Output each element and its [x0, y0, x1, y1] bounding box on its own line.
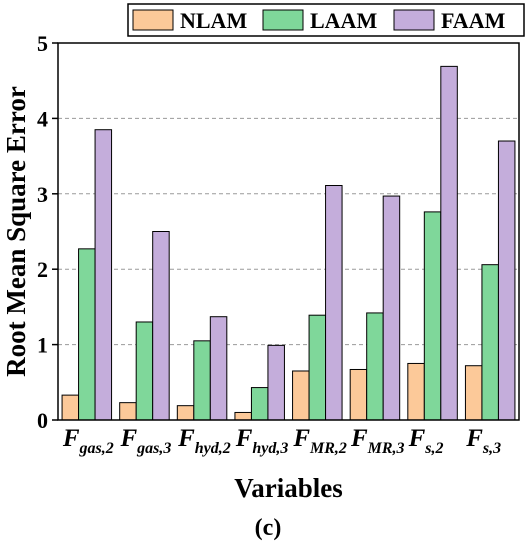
bar-laam-3: [250, 387, 269, 421]
y-ticks: 0 1 2 3 4 5: [37, 31, 58, 433]
bar-laam-1: [135, 321, 154, 421]
x-tick-label-7: Fs,3: [465, 425, 501, 457]
bar-nlam-0: [61, 394, 80, 421]
x-tick-label-0: Fgas,2: [62, 425, 114, 457]
bar-laam-4: [308, 314, 327, 421]
y-tick-label-2: 2: [37, 257, 48, 282]
legend-swatch-faam: [393, 9, 435, 31]
y-tick-label-5: 5: [37, 31, 48, 56]
plot-frame: [57, 42, 520, 421]
y-tick-label-1: 1: [37, 333, 48, 358]
bar-nlam-3: [234, 411, 252, 421]
legend-label-faam: FAAM: [441, 8, 506, 33]
bar-laam-0: [78, 248, 96, 421]
x-tick-label-1: Fgas,3: [119, 425, 171, 457]
legend-box: [127, 3, 525, 37]
bar-faam-3: [267, 344, 285, 421]
bar-faam-1: [152, 231, 170, 421]
x-tick-label-5: FMR,3: [350, 425, 405, 457]
bar-nlam-7: [464, 365, 483, 421]
bar-laam-6: [423, 211, 442, 421]
bar-nlam-6: [407, 362, 425, 421]
legend: NLAM LAAM FAAM: [127, 3, 525, 37]
legend-swatch-nlam: [132, 9, 174, 31]
bar-nlam-2: [176, 405, 195, 421]
bar-faam-4: [325, 185, 343, 421]
legend-swatch-laam: [262, 9, 304, 31]
bar-faam-5: [382, 195, 401, 421]
x-tick-label-3: Fhyd,3: [235, 425, 289, 457]
y-tick-label-4: 4: [37, 106, 48, 131]
x-ticks: Fgas,2 Fgas,3 Fhyd,2 Fhyd,3 FMR,2 FMR,3 Fs,2 Fs…: [62, 425, 501, 457]
bar-faam-2: [209, 316, 228, 421]
bar-nlam-5: [349, 368, 368, 421]
bar-faam-6: [440, 65, 458, 421]
bar-faam-0: [94, 129, 113, 421]
legend-label-laam: LAAM: [310, 8, 377, 33]
y-tick-label-0: 0: [37, 408, 48, 433]
x-tick-label-2: Fhyd,2: [177, 425, 231, 457]
x-axis-label: Variables: [234, 473, 343, 503]
y-axis-label: Root Mean Square Error: [1, 86, 31, 377]
x-tick-label-4: FMR,2: [292, 425, 347, 457]
bar-laam-7: [481, 264, 499, 421]
bar-faam-7: [497, 140, 516, 421]
bar-nlam-4: [292, 370, 310, 421]
y-tick-label-3: 3: [37, 182, 48, 207]
bars: [61, 65, 516, 421]
panel-label: (c): [255, 515, 282, 541]
legend-label-nlam: NLAM: [180, 8, 247, 33]
bar-laam-2: [193, 340, 211, 421]
bar-laam-5: [366, 312, 384, 421]
bar-nlam-1: [119, 402, 137, 421]
x-tick-label-6: Fs,2: [408, 425, 444, 457]
